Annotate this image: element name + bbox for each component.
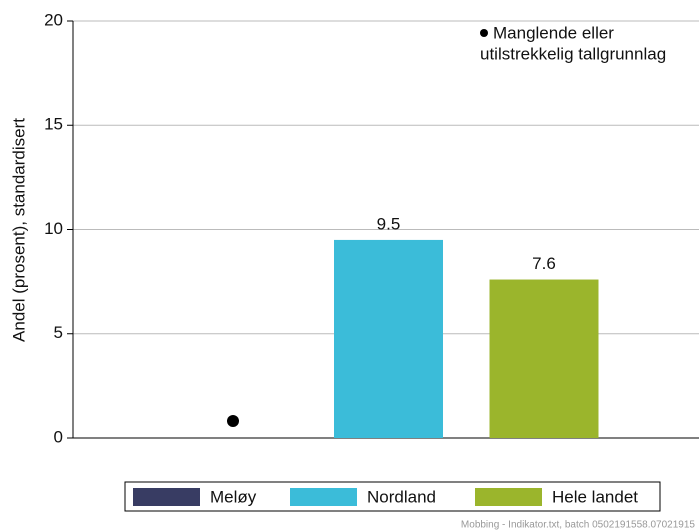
bar bbox=[489, 279, 599, 438]
bar bbox=[334, 239, 443, 438]
value-label: 7.6 bbox=[532, 254, 556, 273]
annotation: utilstrekkelig tallgrunnlag bbox=[480, 44, 666, 63]
legend-swatch bbox=[290, 488, 357, 506]
y-tick-label: 0 bbox=[54, 427, 63, 446]
annotation: Manglende eller bbox=[493, 23, 614, 42]
legend-label: Hele landet bbox=[552, 487, 638, 506]
legend-box bbox=[124, 481, 661, 512]
footer: Mobbing - Indikator.txt, batch 050219155… bbox=[461, 520, 696, 530]
missing-marker bbox=[227, 415, 239, 427]
annotation-dot bbox=[480, 29, 488, 37]
y-tick-label: 15 bbox=[44, 115, 63, 134]
y-tick-label: 5 bbox=[54, 323, 63, 342]
y-tick-label: 10 bbox=[44, 219, 63, 238]
legend-swatch bbox=[133, 488, 200, 506]
legend-label: Meløy bbox=[210, 487, 257, 506]
legend-label: Nordland bbox=[367, 487, 436, 506]
value-label: 9.5 bbox=[377, 214, 401, 233]
y-tick-label: 20 bbox=[44, 10, 63, 29]
legend-swatch bbox=[475, 488, 542, 506]
y-axis-label: Andel (prosent), standardisert bbox=[9, 118, 28, 342]
